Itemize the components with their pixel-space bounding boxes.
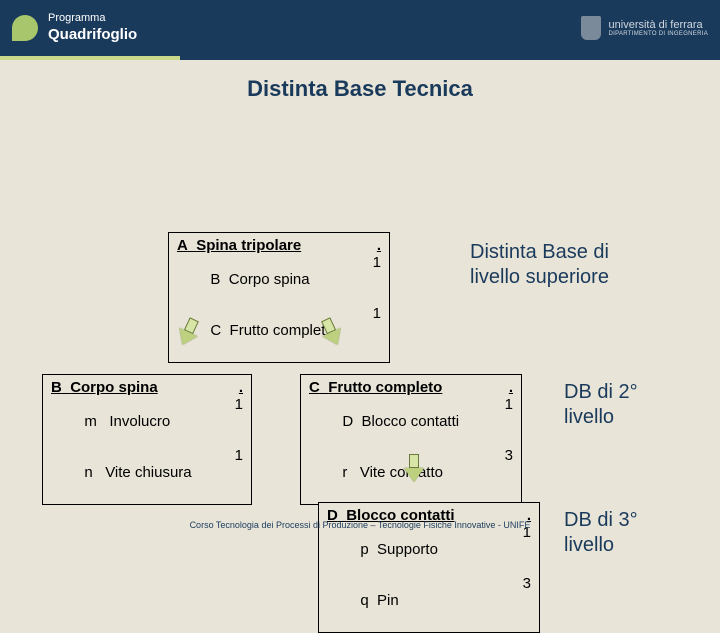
university-block: università di ferrara DIPARTIMENTO DI IN…: [609, 19, 708, 37]
bom-row-label: n Vite chiusura: [51, 447, 192, 498]
bom-row: B Corpo spina 1: [177, 254, 381, 305]
bom-row-label: m Involucro: [51, 396, 170, 447]
bom-header-qty: .: [377, 237, 381, 254]
bom-header: A Spina tripolare .: [177, 237, 381, 254]
bom-box-c: C Frutto completo . D Blocco contatti 1 …: [300, 374, 522, 505]
header-right: università di ferrara DIPARTIMENTO DI IN…: [581, 16, 708, 40]
bom-box-b: B Corpo spina . m Involucro 1 n Vite chi…: [42, 374, 252, 505]
note-level-top: Distinta Base dilivello superiore: [470, 240, 609, 290]
bom-row: m Involucro 1: [51, 396, 243, 447]
bom-header: C Frutto completo .: [309, 379, 513, 396]
bom-row-qty: 3: [507, 575, 531, 626]
university-name: università di ferrara: [609, 19, 708, 31]
bom-row-qty: 1: [489, 396, 513, 447]
bom-header-label: C Frutto completo: [309, 379, 442, 396]
bom-row-qty: 1: [357, 305, 381, 356]
header-left: Programma Quadrifoglio: [12, 12, 137, 43]
slide-title: Distinta Base Tecnica: [0, 76, 720, 102]
bom-header-label: B Corpo spina: [51, 379, 158, 396]
bom-row: D Blocco contatti 1: [309, 396, 513, 447]
note-level-2: DB di 2°livello: [564, 380, 638, 430]
program-line2: Quadrifoglio: [48, 26, 137, 44]
bom-row-qty: 1: [219, 447, 243, 498]
bom-header-label: A Spina tripolare: [177, 237, 301, 254]
bom-row-qty: 1: [357, 254, 381, 305]
arrow-down-icon: [404, 454, 424, 484]
bom-header-qty: .: [239, 379, 243, 396]
note-level-3: DB di 3°livello: [564, 508, 638, 558]
bom-row: p Supporto 1: [327, 524, 531, 575]
program-name: Programma Quadrifoglio: [48, 12, 137, 43]
bom-box-a: A Spina tripolare . B Corpo spina 1 C Fr…: [168, 232, 390, 363]
bom-row: C Frutto completo 1: [177, 305, 381, 356]
bom-row-qty: 1: [219, 396, 243, 447]
bom-row-label: C Frutto completo: [177, 305, 334, 356]
department-name: DIPARTIMENTO DI INGEGNERIA: [609, 31, 708, 37]
bom-row-qty: 1: [507, 524, 531, 575]
bom-header-qty: .: [509, 379, 513, 396]
bom-row-label: D Blocco contatti: [309, 396, 459, 447]
bom-header: B Corpo spina .: [51, 379, 243, 396]
bom-row-qty: 3: [489, 447, 513, 498]
clover-icon: [12, 15, 38, 41]
header-separator: [0, 56, 720, 60]
bom-row-label: q Pin: [327, 575, 399, 626]
bom-row: q Pin 3: [327, 575, 531, 626]
slide-footer: Corso Tecnologia dei Processi di Produzi…: [0, 520, 720, 530]
bom-row-label: B Corpo spina: [177, 254, 310, 305]
program-line1: Programma: [48, 12, 137, 25]
slide-header: Programma Quadrifoglio università di fer…: [0, 0, 720, 56]
bom-row: n Vite chiusura 1: [51, 447, 243, 498]
university-crest-icon: [581, 16, 601, 40]
bom-row-label: p Supporto: [327, 524, 438, 575]
